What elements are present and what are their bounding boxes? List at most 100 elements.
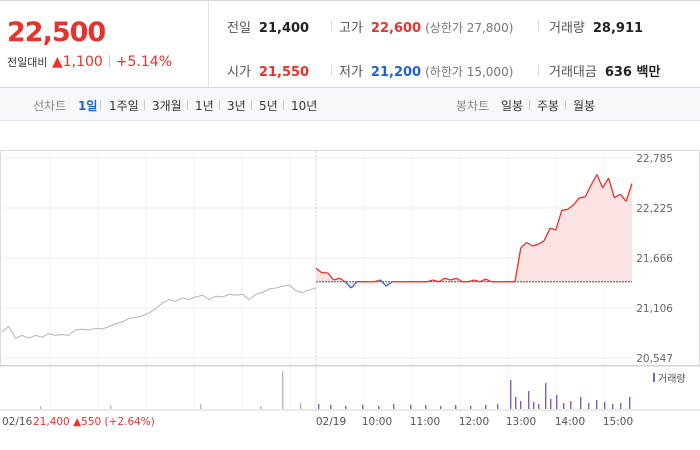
volume-bar [580, 397, 582, 409]
up-triangle-icon: ▲ [51, 54, 63, 70]
volume-bar [588, 403, 590, 409]
volume-bar [563, 403, 565, 409]
volume-bar [612, 404, 614, 409]
divider [108, 55, 110, 67]
prev-day-label: 02/16 [2, 416, 33, 428]
tab-monthly[interactable]: 월봉 [573, 99, 596, 113]
today-line-segment [619, 193, 627, 202]
volume-bar [393, 404, 395, 409]
volume-bar [318, 404, 320, 409]
volume-bar [545, 383, 547, 409]
tab-1y[interactable]: 1년 [195, 99, 214, 113]
y-tick-label: 21,666 [636, 253, 673, 265]
today-line-segment [333, 277, 340, 281]
today-line-segment [432, 279, 440, 283]
volume-bar [485, 405, 487, 409]
stat-high: 고가 22,600 (상한가 27,800) [339, 21, 514, 36]
today-line-segment [344, 281, 352, 289]
volume-bar [604, 402, 606, 409]
today-line-segment [385, 281, 393, 287]
today-line-segment [450, 277, 457, 281]
change-percent: +5.14% [115, 54, 173, 70]
volume-bar [300, 403, 302, 409]
volume-bar [515, 397, 517, 409]
prev-day-line [1, 284, 317, 339]
tab-5y[interactable]: 5년 [259, 99, 278, 113]
price-chart: 22,785 22,225 21,666 21,106 20,547 거래량 02/16 21… [0, 150, 700, 428]
today-line-segment [614, 193, 621, 199]
volume-bar [470, 406, 472, 409]
today-line-segment [444, 277, 451, 281]
volume-legend: 거래량 [658, 373, 686, 385]
volume-bar [538, 404, 540, 409]
today-line-segment [572, 197, 580, 206]
today-line-segment [596, 174, 604, 189]
today-line-segment [584, 185, 592, 198]
today-line-segment [602, 177, 610, 189]
volume-bar [510, 380, 512, 409]
volume-bar [440, 406, 442, 409]
today-line-segment [520, 242, 528, 249]
price-block: 22,500 전일대비 ▲1,100 +5.14% [0, 1, 209, 87]
x-tick-label: 02/19 [316, 416, 346, 428]
prev-compare-label: 전일대비 [7, 56, 48, 69]
volume-legend-swatch [653, 373, 655, 382]
volume-bar [330, 405, 332, 409]
change-row: 전일대비 ▲1,100 +5.14% [7, 54, 172, 70]
volume-bar [550, 399, 552, 409]
x-tick-label: 14:00 [555, 416, 585, 428]
today-line-segment [374, 279, 381, 283]
volume-bar [362, 405, 364, 409]
stat-open: 시가 21,550 [227, 65, 310, 80]
y-tick-label: 20,547 [636, 353, 673, 365]
today-line-segment [625, 183, 633, 202]
tab-10y[interactable]: 10년 [291, 99, 318, 113]
stat-trade-value: 거래대금 636 백만 [549, 65, 661, 80]
period-tabs: 선차트 1일 1주일 3개월 1년 3년 5년 10년 봉차트 일봉 주봉 월봉 [0, 88, 700, 121]
today-line-segment [549, 227, 557, 231]
x-tick-label: 11:00 [410, 416, 440, 428]
tab-3y[interactable]: 3년 [227, 99, 246, 113]
current-price: 22,500 [7, 17, 106, 48]
volume-bar [520, 401, 522, 409]
line-chart-label: 선차트 [33, 99, 67, 113]
today-line-segment [315, 267, 323, 274]
volume-bar [533, 402, 535, 409]
today-line-segment [350, 281, 358, 289]
volume-bar [620, 403, 622, 409]
today-line-segment [567, 204, 574, 210]
volume-bar [282, 371, 284, 409]
stat-low: 저가 21,200 (하한가 15,000) [339, 65, 514, 80]
volume-bar [556, 395, 558, 409]
volume-bar [455, 405, 457, 409]
volume-bar [40, 406, 42, 409]
prev-day-summary: 21,400 ▲550 (+2.64%) [33, 416, 155, 428]
volume-bar [528, 391, 530, 409]
volume-bar [110, 405, 112, 409]
x-tick-label: 10:00 [362, 416, 392, 428]
y-tick-label: 22,785 [636, 153, 673, 165]
today-line-segment [473, 279, 481, 283]
y-tick-label: 21,106 [636, 303, 673, 315]
today-line-segment [538, 240, 545, 245]
today-line-segment [532, 243, 539, 247]
x-tick-label: 13:00 [506, 416, 536, 428]
today-line-segment [379, 279, 387, 287]
today-line-segment [514, 247, 522, 282]
tab-1w[interactable]: 1주일 [109, 99, 139, 113]
today-line-segment [438, 277, 446, 283]
today-line-segment [561, 208, 568, 211]
today-line-segment [427, 279, 434, 283]
today-line-segment [579, 196, 586, 199]
tab-1d[interactable]: 1일 [78, 99, 98, 113]
volume-bar [345, 406, 347, 409]
tab-weekly[interactable]: 주봉 [537, 99, 560, 113]
volume-bar [425, 405, 427, 409]
stat-prev-close: 전일 21,400 [227, 21, 310, 36]
tab-3m[interactable]: 3개월 [152, 99, 182, 113]
volume-bar [596, 400, 598, 409]
quote-header: 22,500 전일대비 ▲1,100 +5.14% 전일 21,400 고가 22,6… [0, 0, 700, 88]
today-line-segment [607, 177, 616, 198]
tab-daily[interactable]: 일봉 [501, 99, 524, 113]
today-line-segment [590, 174, 598, 186]
